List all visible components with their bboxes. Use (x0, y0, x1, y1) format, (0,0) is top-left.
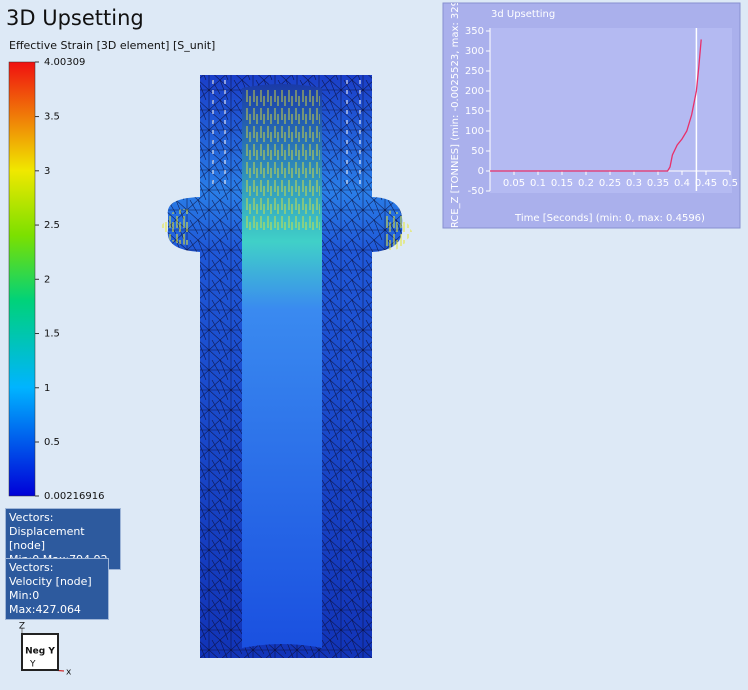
y-tick-label: 150 (465, 106, 484, 117)
info-line: Vectors: (9, 561, 54, 574)
y-tick-label: 300 (465, 46, 484, 57)
cube-face-label: Neg Y (25, 647, 55, 657)
x-axis-label: Time [Seconds] (min: 0, max: 0.4596) (514, 213, 705, 224)
y-tick-label: 200 (465, 86, 484, 97)
y-tick-label: 100 (465, 126, 484, 137)
x-tick-label: 0.4 (674, 178, 690, 189)
y-tick-label: 0 (478, 166, 484, 177)
y-tick-label: 50 (471, 146, 484, 157)
plot-area (490, 28, 732, 193)
x-tick-label: 0.5 (722, 178, 738, 189)
view-cube: Neg Y Z Y x (19, 622, 72, 678)
x-tick-label: 0.25 (599, 178, 621, 189)
info-box: Vectors: Velocity [node] Min:0 Max:427.0… (5, 558, 109, 620)
colorbar (8, 61, 36, 497)
colorbar-title: Effective Strain [3D element] [S_unit] (9, 39, 215, 52)
vector-field (244, 90, 320, 230)
vector-field-flange (160, 209, 412, 251)
chart: 3d Upsetting Time [Seconds] (min: 0, max:… (450, 0, 738, 242)
y-axis-label: FORCE_Z [TONNES] (min: -0.0025523, max: … (450, 0, 461, 242)
colorbar-tick-label: 1.5 (44, 329, 60, 340)
x-tick-label: 0.45 (695, 178, 717, 189)
x-tick-label: 0.3 (626, 178, 642, 189)
colorbar-ticks: 4.00309 3.5 3 2.5 2 1.5 1 0.5 0.00216916 (35, 57, 104, 502)
x-tick-label: 0.2 (578, 178, 594, 189)
mesh-model (160, 75, 412, 658)
info-line: Displacement [node] (9, 525, 85, 552)
app-title: 3D Upsetting (6, 6, 144, 30)
colorbar-tick-label: 0.5 (44, 437, 60, 448)
colorbar-tick-label: 3.5 (44, 112, 60, 123)
y-tick-label: -50 (468, 186, 484, 197)
y-tick-label: 250 (465, 66, 484, 77)
colorbar-tick-label: 2.5 (44, 220, 60, 231)
colorbar-tick-label: 4.00309 (44, 57, 85, 68)
colorbar-tick-label: 2 (44, 274, 50, 285)
colorbar-tick-label: 0.00216916 (44, 491, 104, 502)
axis-label: x (66, 668, 72, 678)
info-line: Velocity [node] (9, 575, 92, 588)
x-tick-label: 0.1 (530, 178, 546, 189)
colorbar-tick-label: 1 (44, 383, 50, 394)
y-tick-label: 350 (465, 26, 484, 37)
info-line: Min:0 Max:427.064 (9, 589, 81, 616)
axis-label: Z (19, 622, 25, 632)
cube-face (21, 633, 59, 671)
data-line (490, 39, 702, 172)
x-tick-label: 0.15 (551, 178, 573, 189)
colorbar-tick-label: 3 (44, 166, 50, 177)
chart-title: 3d Upsetting (491, 9, 555, 20)
x-tick-label: 0.05 (503, 178, 525, 189)
x-tick-label: 0.35 (647, 178, 669, 189)
axis-label: Y (29, 660, 36, 670)
info-line: Vectors: (9, 511, 54, 524)
